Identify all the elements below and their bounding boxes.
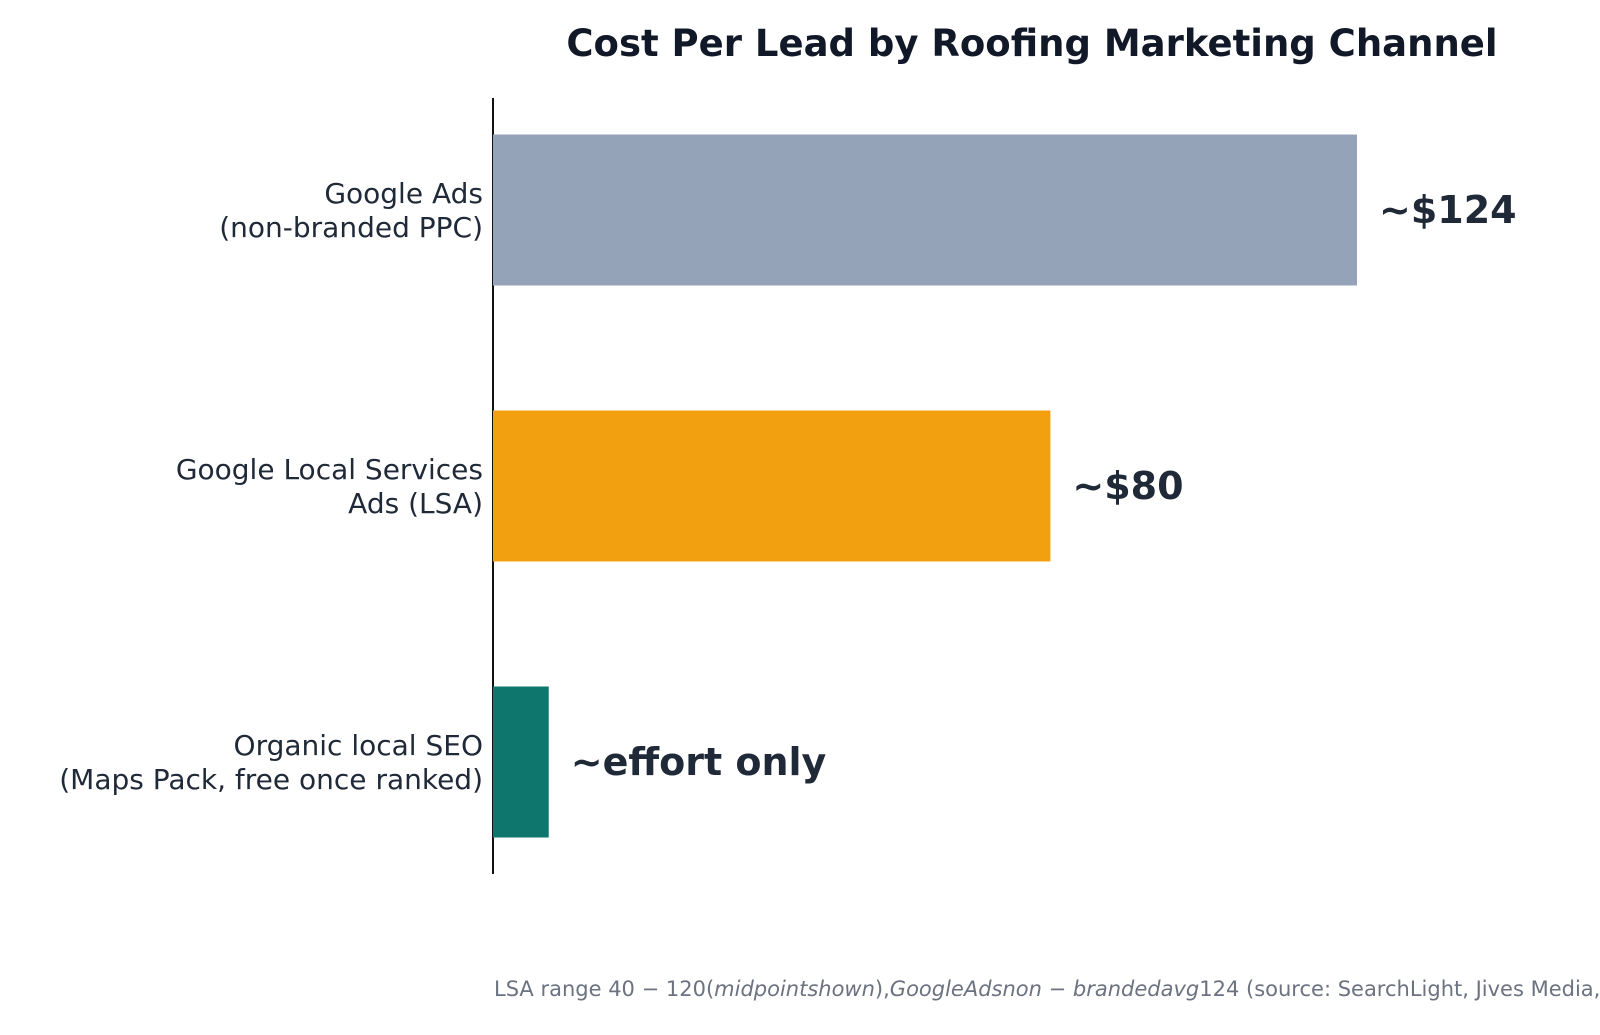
labels-layer: ~$124 Google Ads(non-branded PPC) ~$80 Goog… bbox=[59, 177, 1516, 796]
category-label-2-line-1: Google Local Services bbox=[176, 453, 483, 486]
category-label-1-line-2: (non-branded PPC) bbox=[219, 211, 483, 244]
footnote-part-3: ), bbox=[875, 977, 890, 1001]
footnote-part-1: LSA range 40 − 120( bbox=[494, 977, 714, 1001]
value-label-3: ~effort only bbox=[571, 740, 827, 784]
bars-layer bbox=[493, 134, 1357, 838]
value-label-2: ~$80 bbox=[1072, 464, 1183, 508]
footnote-part-2: midpointshown bbox=[714, 977, 875, 1001]
value-label-1: ~$124 bbox=[1379, 188, 1517, 232]
bar-3 bbox=[493, 686, 549, 838]
bar-1 bbox=[493, 134, 1357, 286]
category-label-1-line-1: Google Ads bbox=[324, 177, 483, 210]
chart-footnote: LSA range 40 − 120(midpointshown),Google… bbox=[494, 977, 1600, 1001]
bar-2 bbox=[493, 410, 1051, 562]
category-label-3-line-1: Organic local SEO bbox=[234, 729, 483, 762]
category-label-2-line-2: Ads (LSA) bbox=[348, 487, 483, 520]
chart-title: Cost Per Lead by Roofing Marketing Chann… bbox=[566, 22, 1497, 65]
footnote-part-5: 124 (source: SearchLight, Jives Media, 2… bbox=[1199, 977, 1600, 1001]
footnote-part-4: GoogleAdsnon − brandedavg bbox=[890, 977, 1199, 1001]
category-label-3-line-2: (Maps Pack, free once ranked) bbox=[59, 763, 483, 796]
